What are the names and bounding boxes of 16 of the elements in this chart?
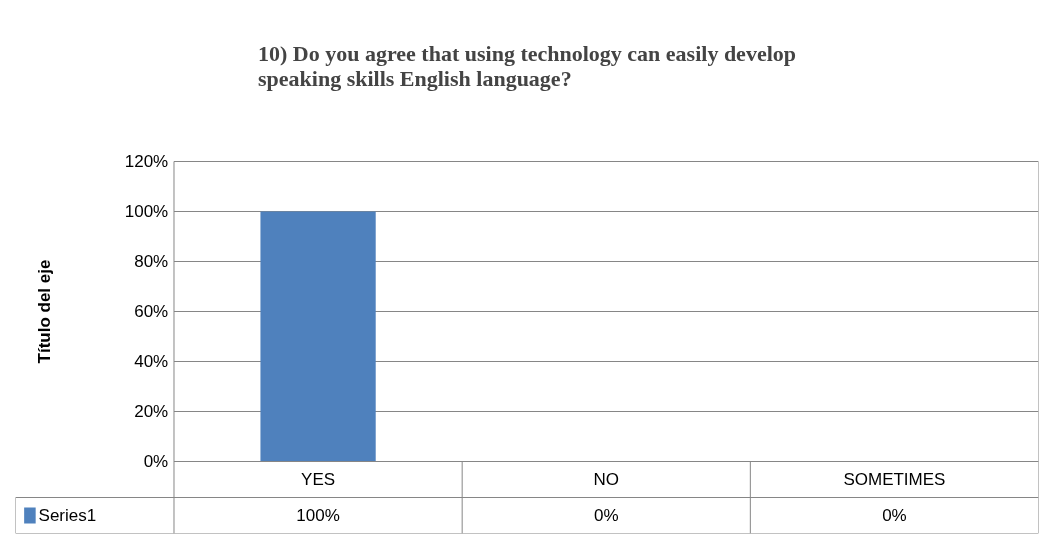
x-tick-label: YES (301, 470, 336, 489)
x-tick-label: NO (593, 470, 619, 489)
data-label: 0% (882, 506, 907, 525)
y-tick-label: 0% (143, 452, 169, 471)
chart-title: 10) Do you agree that using technology can easily develop speaking skills English language? (258, 40, 796, 91)
y-tick-label: 80% (134, 252, 169, 271)
y-tick-label: 120% (124, 152, 169, 171)
data-label: 0% (593, 506, 619, 525)
data-label: 100% (296, 506, 340, 525)
y-tick-label: 100% (124, 202, 169, 221)
y-tick-label: 20% (134, 402, 169, 421)
y-tick-label: 40% (134, 352, 169, 371)
x-tick-label: SOMETIMES (843, 470, 946, 489)
y-tick-label: 60% (134, 302, 169, 321)
y-axis-title: Título del eje (34, 259, 54, 364)
legend-label: Series1 (38, 506, 97, 525)
